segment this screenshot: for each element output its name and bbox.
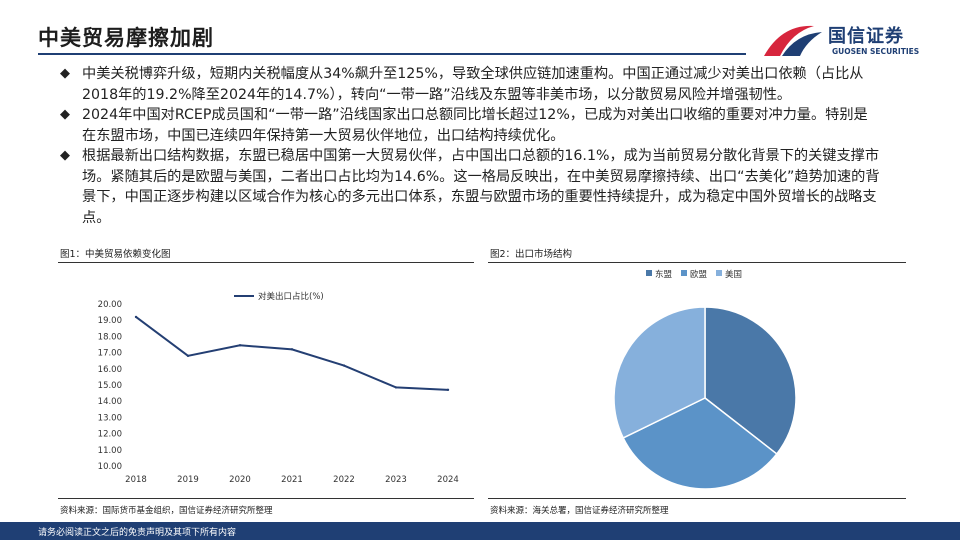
footer-disclaimer: 请务必阅读正文之后的免责声明及其项下所有内容 xyxy=(38,528,237,538)
data-point xyxy=(238,344,242,347)
legend-label: 东盟 xyxy=(655,269,673,280)
fig1-bottom-rule xyxy=(58,498,474,499)
fig2-bottom-rule xyxy=(488,498,906,499)
fig2-title: 图2：出口市场结构 xyxy=(490,249,573,260)
logo-mark-icon xyxy=(764,25,822,56)
legend-swatch xyxy=(646,270,652,276)
pie-slice-0 xyxy=(704,306,797,456)
diamond-bullet-icon: ◆ xyxy=(60,66,70,81)
pie-slice-2 xyxy=(613,306,706,439)
y-tick-label: 10.00 xyxy=(98,462,122,472)
data-point xyxy=(446,388,450,392)
diamond-bullet-icon: ◆ xyxy=(60,107,70,122)
data-point xyxy=(290,348,294,351)
y-tick-label: 11.00 xyxy=(98,446,122,456)
legend-label: 欧盟 xyxy=(690,269,708,280)
data-point xyxy=(134,315,138,319)
data-point xyxy=(394,386,398,389)
y-tick-label: 15.00 xyxy=(98,381,122,391)
footer-bar: 请务必阅读正文之后的免责声明及其项下所有内容 xyxy=(0,522,960,540)
pie-chart: 东盟 欧盟 美国 xyxy=(613,269,797,490)
legend-label: 美国 xyxy=(725,269,742,280)
x-tick-label: 2022 xyxy=(333,475,355,485)
y-tick-label: 17.00 xyxy=(98,349,122,359)
fig1-title: 图1：中美贸易依赖变化图 xyxy=(60,249,171,260)
y-tick-label: 18.00 xyxy=(98,332,122,342)
x-tick-label: 2024 xyxy=(437,475,459,485)
logo-english-name: GUOSEN SECURITIES xyxy=(832,47,920,56)
y-tick-label: 19.00 xyxy=(98,316,122,326)
bullet-text: 根据最新出口结构数据，东盟已稳居中国第一大贸易伙伴，占中国出口总额的16.1%，… xyxy=(82,148,880,226)
series-line-us-export-share xyxy=(135,316,449,391)
x-tick-label: 2020 xyxy=(229,475,251,485)
bullet-item: ◆ 根据最新出口结构数据，东盟已稳居中国第一大贸易伙伴，占中国出口总额的16.1… xyxy=(60,146,880,228)
data-point xyxy=(342,364,346,367)
diamond-bullet-icon: ◆ xyxy=(60,148,70,163)
y-tick-label: 20.00 xyxy=(98,300,122,310)
fig2-source: 资料来源：海关总署，国信证券经济研究所整理 xyxy=(490,506,669,516)
bullet-item: ◆ 2024年中国对RCEP成员国和“一带一路”沿线国家出口总额同比增长超过12… xyxy=(60,105,880,146)
page-title: 中美贸易摩擦加剧 xyxy=(38,26,214,50)
logo-chinese-name: 国信证券 xyxy=(828,26,904,47)
x-tick-label: 2018 xyxy=(125,475,147,485)
legend-swatch xyxy=(681,270,687,276)
x-tick-label: 2021 xyxy=(281,475,303,485)
data-point xyxy=(186,354,190,358)
legend-swatch xyxy=(716,270,722,276)
legend-label: 对美出口占比(%) xyxy=(258,291,324,302)
title-underline xyxy=(38,53,746,55)
x-tick-label: 2019 xyxy=(177,475,199,485)
guosen-logo: 国信证券 GUOSEN SECURITIES xyxy=(762,20,942,60)
x-tick-label: 2023 xyxy=(385,475,407,485)
y-tick-label: 16.00 xyxy=(98,365,122,375)
bullet-text: 中美关税博弈升级，短期内关税幅度从34%飙升至125%，导致全球供应链加速重构。… xyxy=(82,66,864,103)
bullet-list: ◆ 中美关税博弈升级，短期内关税幅度从34%飙升至125%，导致全球供应链加速重… xyxy=(60,64,880,228)
fig1-top-rule xyxy=(58,262,474,263)
pie-slice-1 xyxy=(622,397,778,490)
fig1-source: 资料来源：国际货币基金组织，国信证券经济研究所整理 xyxy=(60,506,273,516)
y-tick-label: 14.00 xyxy=(98,397,122,407)
y-tick-label: 12.00 xyxy=(98,430,122,440)
bullet-text: 2024年中国对RCEP成员国和“一带一路”沿线国家出口总额同比增长超过12%，… xyxy=(82,107,868,144)
y-tick-label: 13.00 xyxy=(98,413,122,423)
line-chart: 10.00 11.00 12.00 13.00 14.00 15.00 16.00 17.00… xyxy=(98,291,459,485)
fig2-top-rule xyxy=(488,262,906,263)
bullet-item: ◆ 中美关税博弈升级，短期内关税幅度从34%飙升至125%，导致全球供应链加速重… xyxy=(60,64,880,105)
